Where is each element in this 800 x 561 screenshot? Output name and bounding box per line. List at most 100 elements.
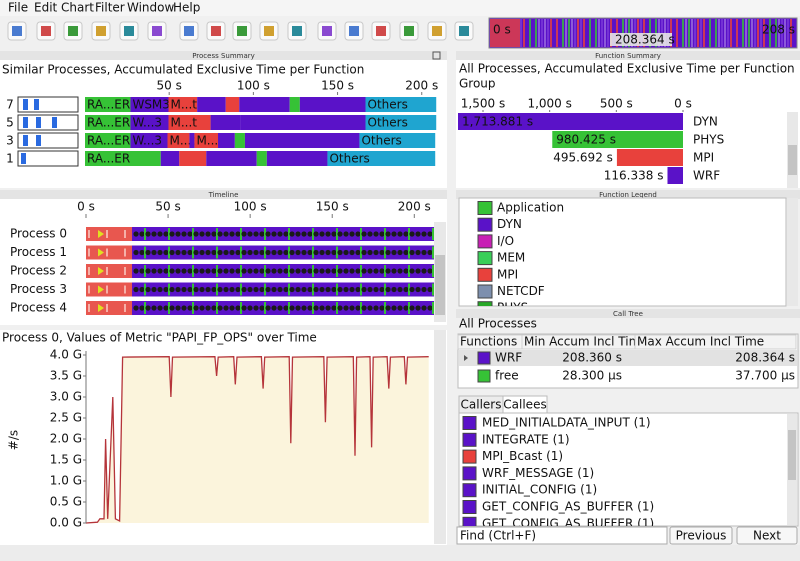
timeline-event	[211, 268, 217, 274]
toolbar-icon	[459, 26, 469, 36]
segment-label: RA...ER	[87, 98, 130, 112]
legend-swatch	[477, 251, 493, 266]
timeline-event	[151, 249, 157, 256]
overview-stripe	[721, 19, 723, 47]
callee-name[interactable]: GET_CONFIG_AS_BUFFER (1)	[482, 500, 654, 514]
timeline-event	[379, 231, 385, 237]
menu-item[interactable]: Help	[173, 1, 200, 15]
process-icon	[17, 132, 79, 149]
callee-name[interactable]: GET_CONFIG_AS_BUFFER (1)	[482, 516, 654, 530]
timeline-mpi	[86, 227, 132, 241]
callee-name[interactable]: MPI_Bcast (1)	[482, 449, 563, 463]
timeline-event	[88, 267, 90, 275]
process-count: 7	[6, 98, 14, 112]
overview-stripe	[559, 19, 561, 47]
timeline-event	[373, 231, 379, 237]
panel-close[interactable]	[432, 51, 441, 60]
process-label: Process 4	[10, 301, 67, 315]
timeline-event	[421, 305, 427, 311]
x-tick-label: 100 s	[237, 79, 270, 93]
bar-segment	[365, 115, 437, 130]
toolbar-icon	[41, 26, 51, 36]
process-icon-block	[36, 135, 41, 146]
overview-stripe	[700, 19, 702, 47]
timeline-event	[403, 249, 409, 256]
overview-stripe	[712, 19, 714, 47]
timeline-event	[265, 249, 271, 256]
timeline-event	[88, 304, 90, 312]
button[interactable]	[669, 526, 733, 545]
timeline-event	[144, 283, 146, 296]
find-input[interactable]	[456, 526, 668, 545]
button[interactable]	[736, 526, 798, 545]
menu-item[interactable]: Edit	[34, 1, 58, 15]
timeline-event	[253, 305, 259, 311]
timeline-event	[169, 231, 175, 237]
timeline-event	[283, 268, 289, 274]
callee-items: MED_INITIALDATA_INPUT (1) INTEGRATE (1) MP…	[462, 416, 654, 530]
timeline-event	[223, 305, 229, 311]
category-label: WRF	[693, 169, 720, 183]
chart-title: Process 0, Values of Metric "PAPI_FP_OPS…	[2, 331, 317, 345]
timeline-event	[349, 249, 355, 256]
menu-item[interactable]: Chart	[61, 1, 94, 15]
function-name: free	[495, 369, 519, 383]
callee-name[interactable]: INITIAL_CONFIG (1)	[482, 483, 597, 497]
timeline-event	[271, 286, 277, 293]
timeline-event	[337, 268, 343, 274]
bar-segment	[168, 97, 198, 112]
overview-end-label: 208 s	[762, 23, 795, 37]
process-label: Process 1	[10, 245, 67, 259]
process-icon	[17, 96, 79, 113]
timeline-event	[355, 268, 361, 274]
timeline-event	[240, 246, 242, 259]
chart-title: Group	[459, 77, 496, 91]
timeline-event	[235, 268, 241, 274]
timeline-event	[193, 305, 199, 311]
panel-header	[456, 190, 800, 199]
bar-segment	[179, 151, 207, 166]
menu-item[interactable]: Window	[127, 1, 175, 15]
timeline-event	[247, 305, 253, 311]
timeline-event	[391, 231, 397, 237]
callee-name[interactable]: INTEGRATE (1)	[482, 432, 570, 446]
timeline-event	[421, 268, 427, 274]
timeline-event	[373, 249, 379, 256]
callee-name[interactable]: WRF_MESSAGE (1)	[482, 466, 594, 480]
process-icon	[17, 114, 79, 131]
bar-segment	[197, 97, 226, 112]
callee-name[interactable]: MED_INITIALDATA_INPUT (1)	[482, 416, 651, 430]
timeline-event	[373, 305, 379, 311]
timeline-mpi	[86, 301, 132, 315]
expander[interactable]	[464, 355, 468, 361]
overview-stripe	[682, 19, 684, 47]
timeline-event	[235, 231, 241, 237]
timeline-event	[312, 228, 314, 240]
timeline-event	[403, 305, 409, 311]
timeline-event	[199, 286, 205, 293]
menu-item[interactable]: File	[8, 1, 28, 15]
panel-header	[0, 190, 447, 199]
max-time: 37.700 µs	[735, 369, 795, 383]
timeline-event	[319, 268, 325, 274]
timeline-event	[337, 305, 343, 311]
overview-stripe	[601, 19, 603, 47]
menu-item[interactable]: Filter	[95, 1, 125, 15]
timeline-event	[408, 228, 410, 240]
timeline-event	[319, 249, 325, 256]
overview-stripe	[688, 19, 690, 47]
find-placeholder: Find (Ctrl+F)	[460, 529, 536, 543]
value-label: 116.338 s	[604, 169, 664, 183]
timeline-event	[163, 305, 169, 311]
timeline-event	[409, 249, 415, 256]
overview-stripe	[751, 19, 753, 47]
timeline-event	[133, 268, 139, 274]
panel-header	[456, 51, 800, 60]
callee-swatch	[462, 416, 477, 430]
timeline-event	[265, 305, 271, 311]
overview-stripe	[739, 19, 741, 47]
timeline-event	[241, 249, 247, 256]
overview-stripe	[754, 19, 756, 47]
bar-segment	[85, 115, 131, 130]
timeline-event	[283, 231, 289, 237]
